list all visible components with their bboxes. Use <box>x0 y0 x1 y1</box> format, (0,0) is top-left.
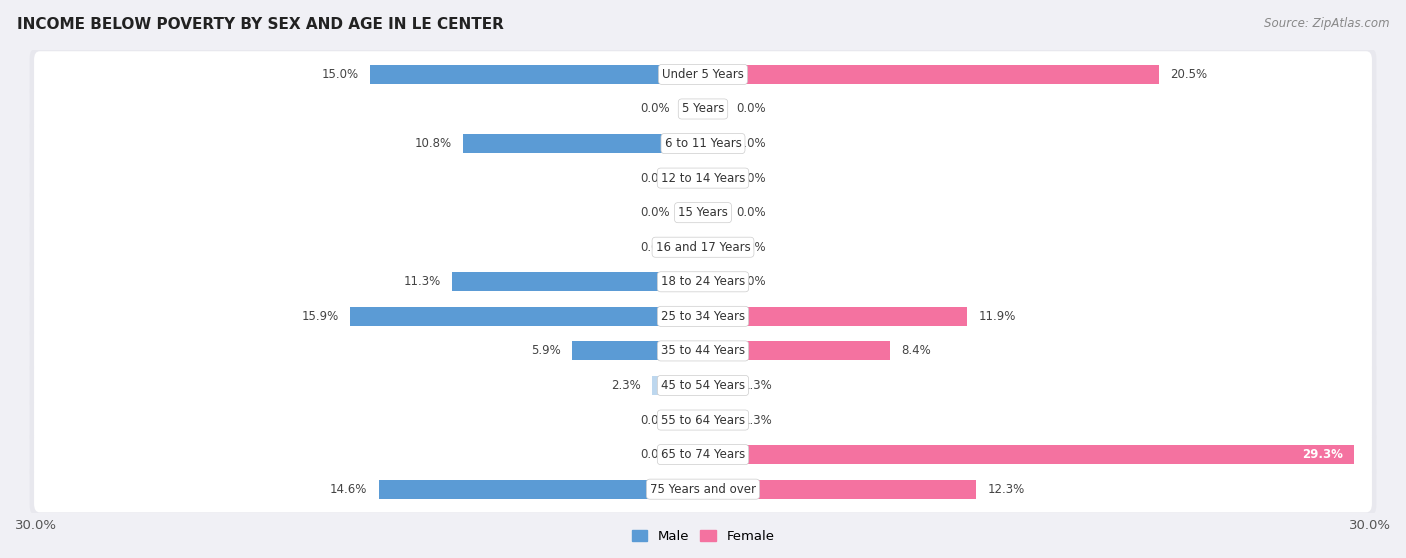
Text: 5 Years: 5 Years <box>682 103 724 116</box>
Bar <box>572 341 703 360</box>
Text: 0.0%: 0.0% <box>640 240 669 254</box>
Text: 35 to 44 Years: 35 to 44 Years <box>661 344 745 358</box>
FancyBboxPatch shape <box>30 429 1376 481</box>
FancyBboxPatch shape <box>30 186 1376 239</box>
FancyBboxPatch shape <box>30 152 1376 204</box>
FancyBboxPatch shape <box>34 293 1372 339</box>
Text: 8.4%: 8.4% <box>901 344 931 358</box>
Text: 45 to 54 Years: 45 to 54 Years <box>661 379 745 392</box>
FancyBboxPatch shape <box>30 83 1376 135</box>
Text: 12 to 14 Years: 12 to 14 Years <box>661 172 745 185</box>
Bar <box>703 341 890 360</box>
FancyBboxPatch shape <box>30 394 1376 446</box>
Text: 20.5%: 20.5% <box>1170 68 1206 81</box>
Text: 0.0%: 0.0% <box>737 137 766 150</box>
Text: Source: ZipAtlas.com: Source: ZipAtlas.com <box>1264 17 1389 30</box>
Text: 0.0%: 0.0% <box>640 206 669 219</box>
Bar <box>350 307 703 326</box>
Bar <box>703 65 1159 84</box>
FancyBboxPatch shape <box>34 328 1372 374</box>
FancyBboxPatch shape <box>34 258 1372 305</box>
Text: Under 5 Years: Under 5 Years <box>662 68 744 81</box>
Text: 1.3%: 1.3% <box>742 379 773 392</box>
Text: 25 to 34 Years: 25 to 34 Years <box>661 310 745 323</box>
FancyBboxPatch shape <box>34 51 1372 98</box>
Text: 5.9%: 5.9% <box>531 344 561 358</box>
Text: 75 Years and over: 75 Years and over <box>650 483 756 496</box>
Text: 6 to 11 Years: 6 to 11 Years <box>665 137 741 150</box>
Bar <box>378 480 703 499</box>
Bar <box>703 307 967 326</box>
FancyBboxPatch shape <box>34 466 1372 512</box>
Text: 0.0%: 0.0% <box>640 103 669 116</box>
FancyBboxPatch shape <box>34 431 1372 478</box>
Legend: Male, Female: Male, Female <box>626 525 780 549</box>
FancyBboxPatch shape <box>30 117 1376 170</box>
Text: 18 to 24 Years: 18 to 24 Years <box>661 275 745 288</box>
Bar <box>703 411 733 430</box>
Bar <box>703 445 1354 464</box>
Text: 0.0%: 0.0% <box>640 448 669 461</box>
Text: 15 Years: 15 Years <box>678 206 728 219</box>
Text: 1.3%: 1.3% <box>742 413 773 426</box>
Bar <box>703 376 733 395</box>
Bar <box>703 480 976 499</box>
FancyBboxPatch shape <box>30 290 1376 343</box>
Text: 14.6%: 14.6% <box>330 483 367 496</box>
Text: 16 and 17 Years: 16 and 17 Years <box>655 240 751 254</box>
Text: INCOME BELOW POVERTY BY SEX AND AGE IN LE CENTER: INCOME BELOW POVERTY BY SEX AND AGE IN L… <box>17 17 503 32</box>
FancyBboxPatch shape <box>34 397 1372 443</box>
FancyBboxPatch shape <box>30 463 1376 516</box>
Text: 0.0%: 0.0% <box>640 413 669 426</box>
Bar <box>463 134 703 153</box>
Text: 0.0%: 0.0% <box>737 172 766 185</box>
Text: 0.0%: 0.0% <box>737 103 766 116</box>
Text: 0.0%: 0.0% <box>640 172 669 185</box>
Text: 2.3%: 2.3% <box>612 379 641 392</box>
Text: 12.3%: 12.3% <box>987 483 1025 496</box>
Text: 0.0%: 0.0% <box>737 275 766 288</box>
FancyBboxPatch shape <box>34 86 1372 132</box>
Text: 11.3%: 11.3% <box>404 275 440 288</box>
FancyBboxPatch shape <box>34 121 1372 167</box>
Text: 15.0%: 15.0% <box>322 68 359 81</box>
Text: 29.3%: 29.3% <box>1302 448 1343 461</box>
Bar <box>652 376 703 395</box>
Text: 55 to 64 Years: 55 to 64 Years <box>661 413 745 426</box>
FancyBboxPatch shape <box>34 362 1372 408</box>
FancyBboxPatch shape <box>30 48 1376 100</box>
FancyBboxPatch shape <box>30 256 1376 308</box>
Text: 11.9%: 11.9% <box>979 310 1017 323</box>
FancyBboxPatch shape <box>30 325 1376 377</box>
FancyBboxPatch shape <box>34 155 1372 201</box>
Text: 10.8%: 10.8% <box>415 137 451 150</box>
Bar <box>451 272 703 291</box>
Text: 15.9%: 15.9% <box>301 310 339 323</box>
Text: 0.0%: 0.0% <box>737 206 766 219</box>
FancyBboxPatch shape <box>30 221 1376 273</box>
FancyBboxPatch shape <box>34 190 1372 236</box>
FancyBboxPatch shape <box>30 359 1376 412</box>
Bar <box>370 65 703 84</box>
FancyBboxPatch shape <box>34 224 1372 271</box>
Text: 0.0%: 0.0% <box>737 240 766 254</box>
Text: 65 to 74 Years: 65 to 74 Years <box>661 448 745 461</box>
